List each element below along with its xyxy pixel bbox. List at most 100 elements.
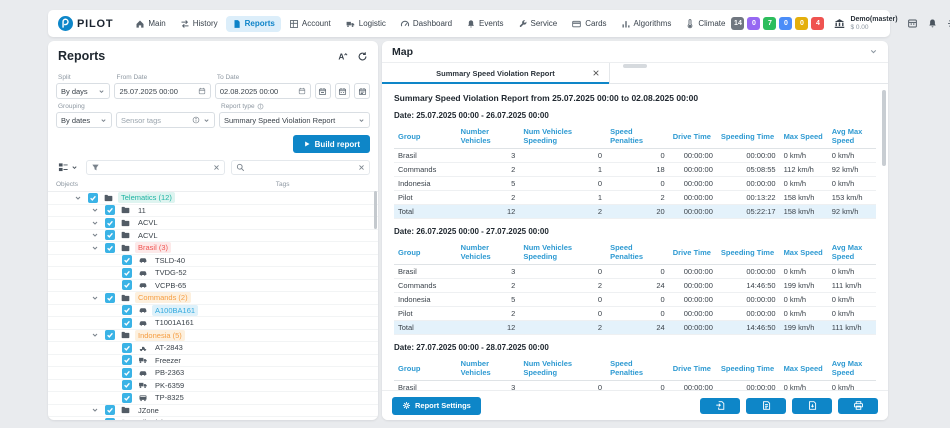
column-header[interactable]: Max Speed: [779, 356, 828, 381]
counter-badge[interactable]: 4: [811, 17, 825, 30]
column-header[interactable]: Num Vehicles Speeding: [519, 356, 607, 381]
column-header[interactable]: Number Vehicles: [456, 124, 520, 149]
tree-item-label[interactable]: ACVL: [138, 218, 158, 228]
bell-icon[interactable]: [927, 18, 938, 29]
tree-row[interactable]: VCPB-65: [48, 280, 378, 292]
nav-item-history[interactable]: History: [174, 16, 224, 32]
tree-row[interactable]: AT-2843: [48, 342, 378, 355]
tree-row[interactable]: TP-8325: [48, 392, 378, 405]
column-header[interactable]: Drive Time: [668, 124, 717, 149]
calendar-icon[interactable]: [298, 87, 306, 95]
nav-item-climate[interactable]: Climate: [679, 16, 731, 32]
info-icon[interactable]: [257, 103, 264, 110]
tree-item-label[interactable]: TSLD-40: [155, 255, 186, 265]
checkbox[interactable]: [122, 380, 132, 391]
build-report-button[interactable]: Build report: [292, 135, 370, 153]
tree-item-label[interactable]: ACVL: [138, 230, 158, 240]
checkbox[interactable]: [88, 192, 98, 203]
tree-item-label[interactable]: 11: [138, 205, 146, 215]
column-header[interactable]: Avg Max Speed: [827, 356, 876, 381]
counter-badge[interactable]: 0: [795, 17, 809, 30]
panel-drag-handle[interactable]: [623, 64, 647, 68]
export-file-pdf-button[interactable]: [792, 397, 832, 414]
tree-item-label[interactable]: VCPB-65: [155, 280, 187, 290]
checkbox[interactable]: [122, 342, 132, 353]
tab-summary-speed-violation-report[interactable]: Summary Speed Violation Report: [382, 63, 610, 84]
tree-row[interactable]: Pilot (2): [48, 417, 378, 420]
from-date-input[interactable]: 25.07.2025 00:00: [114, 83, 211, 99]
counter-badge[interactable]: 0: [779, 17, 793, 30]
column-header[interactable]: Group: [394, 124, 457, 149]
collapse-chevron-icon[interactable]: [869, 47, 878, 56]
tree-row[interactable]: A100BA161: [48, 304, 378, 317]
column-header[interactable]: Speeding Time: [716, 240, 780, 265]
left-panel-scrollbar[interactable]: [374, 191, 377, 229]
checkbox[interactable]: [122, 305, 132, 316]
column-header[interactable]: Speed Penalties: [606, 356, 669, 381]
counter-badge[interactable]: 0: [747, 17, 761, 30]
tree-item-label[interactable]: T1001A161: [155, 318, 194, 328]
info-icon[interactable]: [192, 116, 200, 124]
chevron-down-icon[interactable]: [91, 219, 102, 227]
user-account[interactable]: Demo(master) $ 0.00: [833, 16, 898, 32]
report-settings-button[interactable]: Report Settings: [392, 396, 481, 415]
clear-icon[interactable]: [358, 164, 365, 171]
counter-badge[interactable]: 7: [763, 17, 777, 30]
tree-item-label[interactable]: JZone: [138, 405, 159, 415]
checkbox[interactable]: [122, 392, 132, 403]
checkbox[interactable]: [122, 317, 132, 328]
nav-item-cards[interactable]: Cards: [565, 16, 612, 32]
checkbox[interactable]: [105, 417, 115, 420]
tree-item-label[interactable]: Brasil (3): [135, 242, 172, 254]
counter-badge[interactable]: 14: [731, 17, 745, 30]
column-header[interactable]: Speeding Time: [716, 356, 780, 381]
date-preset-day-button[interactable]: [315, 83, 331, 99]
checkbox[interactable]: [122, 355, 132, 366]
nav-item-logistic[interactable]: Logistic: [339, 16, 392, 32]
column-header[interactable]: Avg Max Speed: [827, 124, 876, 149]
tree-row[interactable]: Indonesia (5): [48, 329, 378, 342]
export-printer-button[interactable]: [838, 397, 878, 414]
tree-row[interactable]: Freezer: [48, 355, 378, 367]
tree-item-label[interactable]: TVDG-52: [155, 268, 187, 278]
tree-row[interactable]: PB-2363: [48, 367, 378, 380]
tree-row[interactable]: Commands (2): [48, 292, 378, 305]
chevron-down-icon[interactable]: [91, 294, 102, 302]
column-header[interactable]: Speeding Time: [716, 124, 780, 149]
split-select[interactable]: By days: [56, 83, 111, 99]
tree-row[interactable]: T1001A161: [48, 317, 378, 330]
column-header[interactable]: Speed Penalties: [606, 240, 669, 265]
tree-item-label[interactable]: PK-6359: [155, 380, 185, 390]
checkbox[interactable]: [105, 205, 115, 216]
grouping-select[interactable]: By dates: [56, 112, 112, 128]
checkbox[interactable]: [105, 292, 115, 303]
column-header[interactable]: Avg Max Speed: [827, 240, 876, 265]
tree-item-label[interactable]: Telematics (12): [118, 192, 175, 204]
tree-item-label[interactable]: TP-8325: [155, 393, 184, 403]
app-logo[interactable]: PILOT: [58, 16, 113, 31]
checkbox[interactable]: [122, 367, 132, 378]
tree-row[interactable]: TVDG-52: [48, 267, 378, 280]
filter-field[interactable]: [86, 160, 225, 175]
text-size-icon[interactable]: A: [337, 51, 348, 62]
report-type-select[interactable]: Summary Speed Violation Report: [219, 112, 370, 128]
nav-item-reports[interactable]: Reports: [225, 15, 281, 32]
tree-row[interactable]: JZone: [48, 405, 378, 417]
checkbox[interactable]: [122, 255, 132, 266]
apps-icon[interactable]: [907, 18, 918, 29]
checkbox[interactable]: [122, 267, 132, 278]
checkbox[interactable]: [105, 242, 115, 253]
nav-item-dashboard[interactable]: Dashboard: [394, 16, 458, 32]
tree-item-label[interactable]: AT-2843: [155, 343, 183, 353]
column-header[interactable]: Max Speed: [779, 124, 828, 149]
nav-item-algorithms[interactable]: Algorithms: [615, 16, 678, 32]
date-preset-month-button[interactable]: [354, 83, 371, 99]
checkbox[interactable]: [105, 330, 115, 341]
refresh-icon[interactable]: [357, 51, 368, 62]
chevron-down-icon[interactable]: [91, 244, 102, 252]
checkbox[interactable]: [122, 280, 132, 291]
column-header[interactable]: Group: [394, 356, 457, 381]
column-header[interactable]: Drive Time: [668, 240, 717, 265]
tree-item-label[interactable]: Freezer: [155, 355, 181, 365]
chevron-down-icon[interactable]: [74, 194, 85, 202]
